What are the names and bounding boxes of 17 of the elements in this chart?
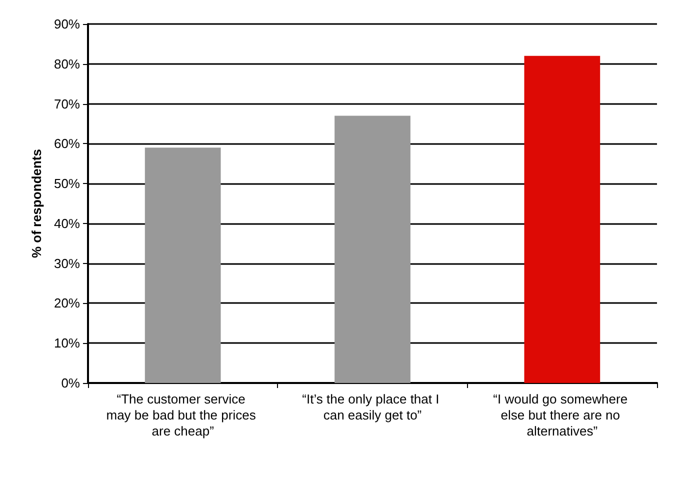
x-tick-label: “It’s the only place that I can easily get to”: [302, 392, 443, 422]
y-tick-label: 20%: [54, 296, 80, 311]
y-tick-label: 30%: [54, 256, 80, 271]
y-tick-label: 50%: [54, 176, 80, 192]
y-tick-label: 40%: [54, 216, 80, 231]
bar: [334, 116, 410, 383]
y-tick-label: 90%: [54, 16, 80, 32]
x-tick-label: “I would go somewhere else but there are no alternatives”: [493, 392, 632, 438]
y-tick-label: 10%: [54, 336, 80, 351]
y-tick-label: 0%: [61, 376, 80, 390]
y-tick-label: 60%: [54, 136, 80, 152]
y-tick-label: 70%: [54, 96, 80, 112]
y-tick-label: 80%: [54, 56, 80, 72]
x-tick-label: “The customer service may be bad but the prices are cheap”: [106, 392, 260, 438]
y-axis-title: % of respondents: [29, 148, 44, 258]
bar: [144, 148, 221, 383]
bar: [524, 56, 600, 383]
